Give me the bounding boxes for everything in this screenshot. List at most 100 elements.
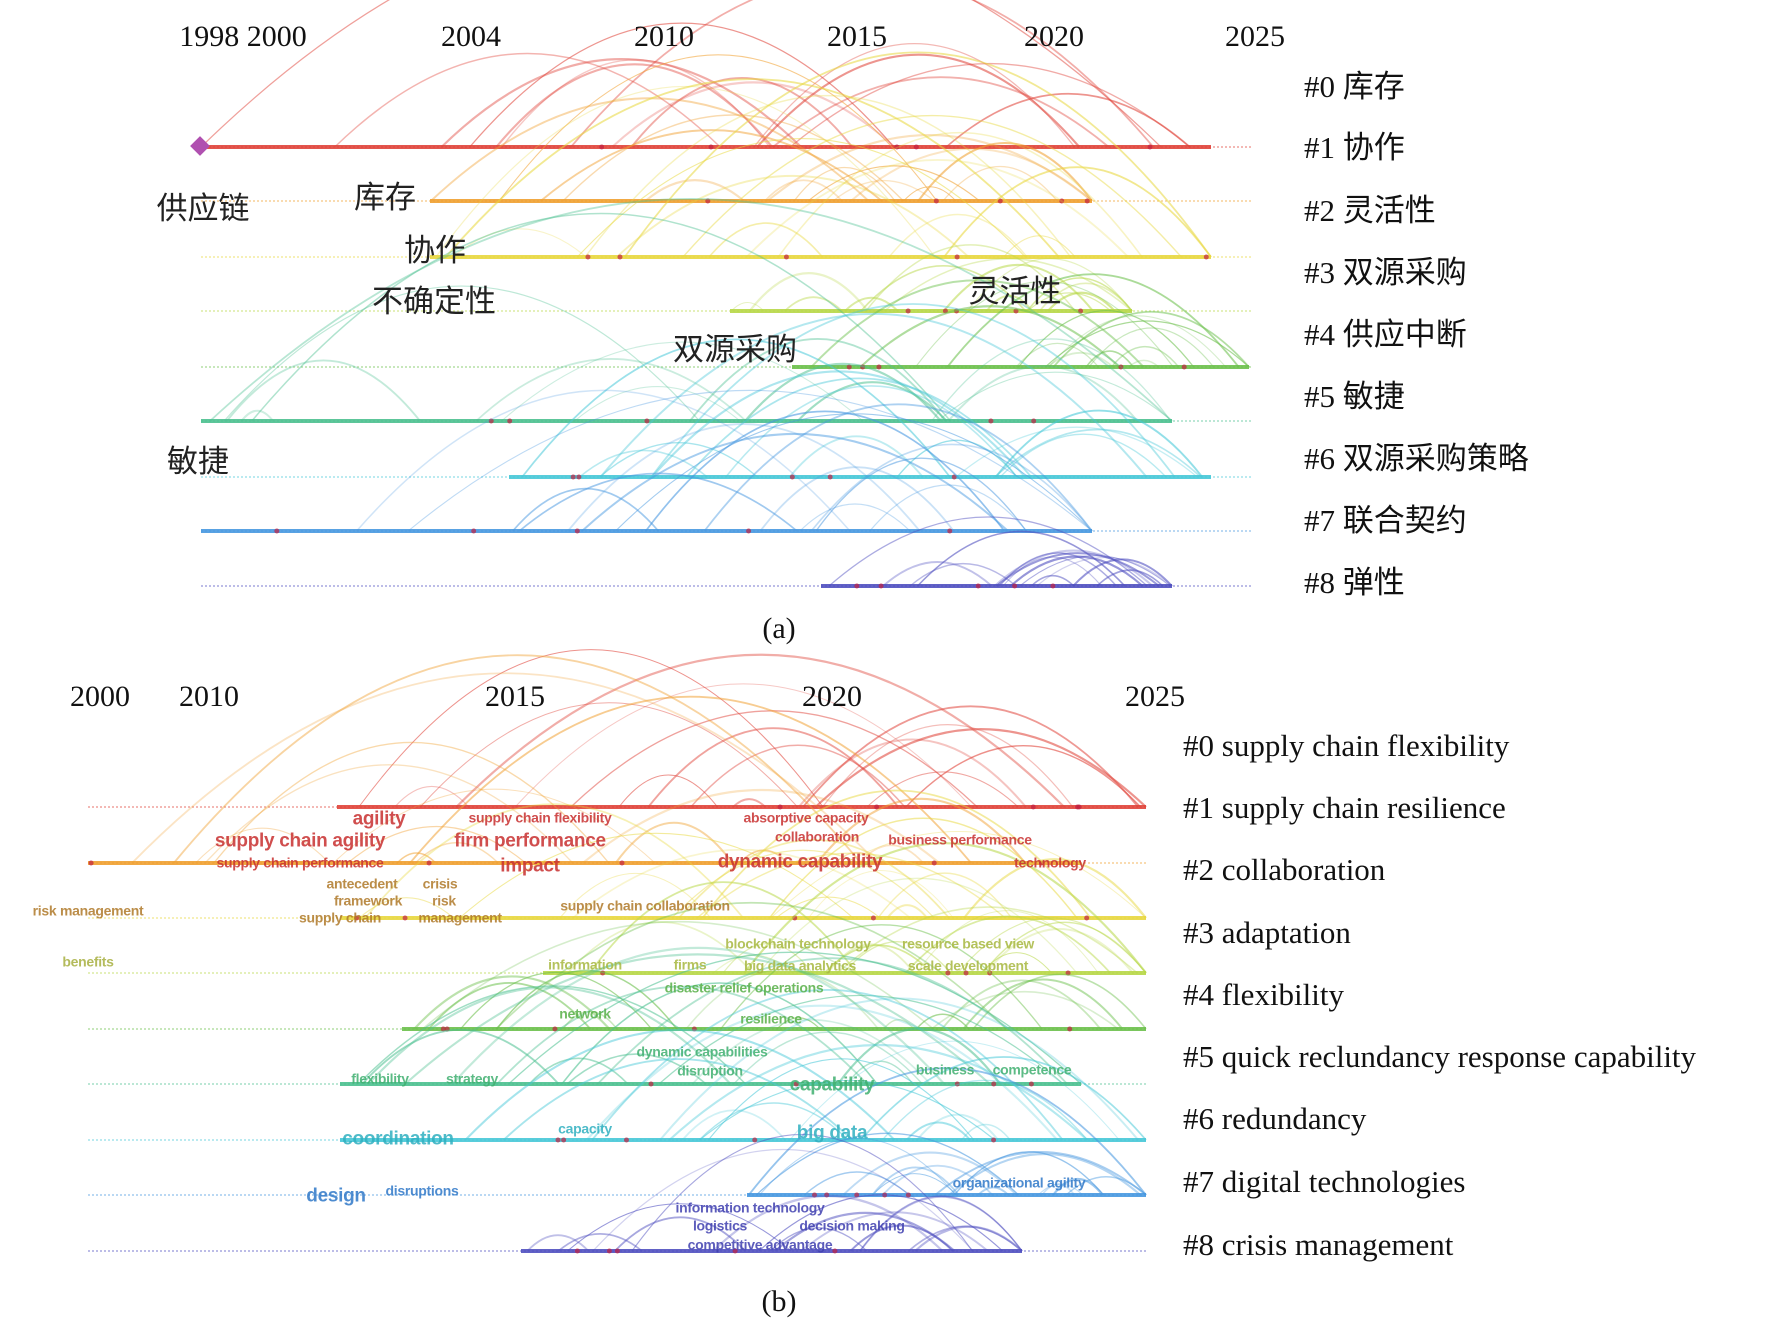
keyword-node xyxy=(599,144,605,150)
citation-arc xyxy=(1047,291,1116,312)
citation-arc xyxy=(859,305,1121,368)
citation-arc xyxy=(800,1211,989,1252)
citation-arc xyxy=(440,58,802,148)
citation-arc xyxy=(584,95,1072,258)
year-label: 1998 2000 xyxy=(179,20,307,53)
cluster-label: #5 敏捷 xyxy=(1304,379,1405,415)
citation-arc xyxy=(592,1149,974,1252)
keyword-node xyxy=(746,528,752,534)
cluster-label: #0 supply chain flexibility xyxy=(1183,728,1510,764)
citation-arc xyxy=(972,973,1147,1030)
citation-arc xyxy=(421,921,934,1030)
citation-arc xyxy=(756,53,1081,148)
citation-arc xyxy=(364,803,744,919)
keyword-label: flexibility xyxy=(351,1070,409,1087)
keyword-node xyxy=(555,1137,561,1143)
citation-arc xyxy=(1052,1178,1104,1196)
citation-arc xyxy=(775,896,881,919)
keyword-label: business xyxy=(915,1061,975,1078)
keyword-label: firm performance xyxy=(454,830,606,852)
keyword-node xyxy=(576,474,582,480)
citation-arc xyxy=(460,971,653,1030)
keyword-node xyxy=(824,1192,830,1198)
keyword-node xyxy=(574,1248,580,1254)
citation-arc xyxy=(849,1224,954,1252)
citation-arc xyxy=(396,852,437,864)
cluster-label: #3 双源采购 xyxy=(1304,255,1467,291)
keyword-label: disruption xyxy=(677,1062,743,1079)
citation-arc xyxy=(469,22,895,148)
citation-arc xyxy=(498,54,938,202)
keyword-label: blockchain technology xyxy=(725,935,871,952)
keyword-node xyxy=(827,474,833,480)
citation-arc xyxy=(810,443,1093,532)
keyword-node xyxy=(1118,364,1124,370)
keyword-label: 不确定性 xyxy=(372,283,496,320)
citation-arc xyxy=(814,728,1147,808)
keyword-node xyxy=(648,1081,654,1087)
keyword-node xyxy=(606,1248,612,1254)
keyword-node xyxy=(913,144,919,150)
cluster-label: #2 灵活性 xyxy=(1304,193,1436,229)
citation-arc xyxy=(496,985,868,1085)
citation-arc xyxy=(501,341,864,422)
year-label: 2020 xyxy=(1024,20,1084,53)
keyword-node xyxy=(1028,1081,1034,1087)
keyword-node xyxy=(1059,198,1065,204)
keyword-label: agility xyxy=(352,808,406,830)
citation-arc xyxy=(712,1195,944,1252)
citation-arc xyxy=(768,817,1078,919)
citation-arc xyxy=(630,76,854,148)
keyword-node xyxy=(988,418,994,424)
citation-arc xyxy=(562,114,904,202)
citation-arc xyxy=(1026,277,1133,312)
citation-arc xyxy=(1044,320,1250,368)
citation-arc xyxy=(793,167,896,202)
citation-arc xyxy=(1088,327,1215,368)
citation-arc xyxy=(828,516,1148,587)
citation-arc xyxy=(914,1225,1023,1252)
citation-arc xyxy=(651,370,1027,478)
cluster-label: #2 collaboration xyxy=(1183,852,1386,888)
citation-arc xyxy=(572,849,911,919)
citation-arc xyxy=(599,441,758,478)
citation-arc xyxy=(1052,311,1250,368)
keyword-label: supply chain agility xyxy=(214,830,386,852)
citation-arc xyxy=(427,982,592,1030)
keyword-label: antecedent xyxy=(326,875,398,892)
keyword-label: network xyxy=(559,1005,611,1022)
citation-arc xyxy=(567,1203,792,1252)
citation-arc xyxy=(955,426,1198,478)
citation-arc xyxy=(815,457,1027,532)
citation-arc xyxy=(953,1151,1105,1196)
citation-arc xyxy=(514,683,972,808)
citation-arc xyxy=(1047,352,1114,368)
citation-arc xyxy=(722,943,814,974)
citation-arc xyxy=(963,858,1147,919)
keyword-label: resource based view xyxy=(901,935,1035,952)
citation-arc xyxy=(881,1079,1088,1141)
keyword-node xyxy=(88,860,94,866)
panel-b-caption: (b) xyxy=(761,1285,797,1318)
citation-arc xyxy=(869,484,1028,532)
citation-arc xyxy=(1072,558,1173,587)
keyword-label: benefits xyxy=(62,953,114,970)
keyword-node xyxy=(1084,915,1090,921)
root-node-diamond xyxy=(190,136,210,156)
citation-arc xyxy=(445,78,1060,258)
citation-arc xyxy=(937,371,1173,422)
keyword-node xyxy=(1203,254,1209,260)
keyword-node xyxy=(894,144,900,150)
citation-arc xyxy=(1085,350,1134,368)
citation-arc xyxy=(846,1060,914,1085)
keyword-node xyxy=(905,308,911,314)
keyword-node xyxy=(552,1026,558,1032)
keyword-node xyxy=(1078,308,1084,314)
keyword-node xyxy=(488,418,494,424)
keyword-node xyxy=(1012,583,1018,589)
citation-arc xyxy=(877,872,1013,919)
keyword-label: risk management xyxy=(32,902,144,919)
citation-arc xyxy=(707,1058,975,1141)
citation-arc xyxy=(998,552,1117,587)
